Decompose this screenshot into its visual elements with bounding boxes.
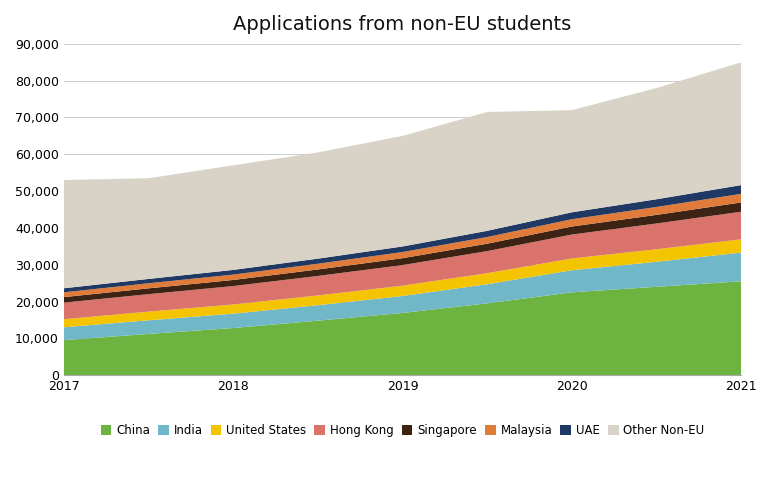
Legend: China, India, United States, Hong Kong, Singapore, Malaysia, UAE, Other Non-EU: China, India, United States, Hong Kong, … xyxy=(100,424,704,437)
Title: Applications from non-EU students: Applications from non-EU students xyxy=(233,15,571,34)
